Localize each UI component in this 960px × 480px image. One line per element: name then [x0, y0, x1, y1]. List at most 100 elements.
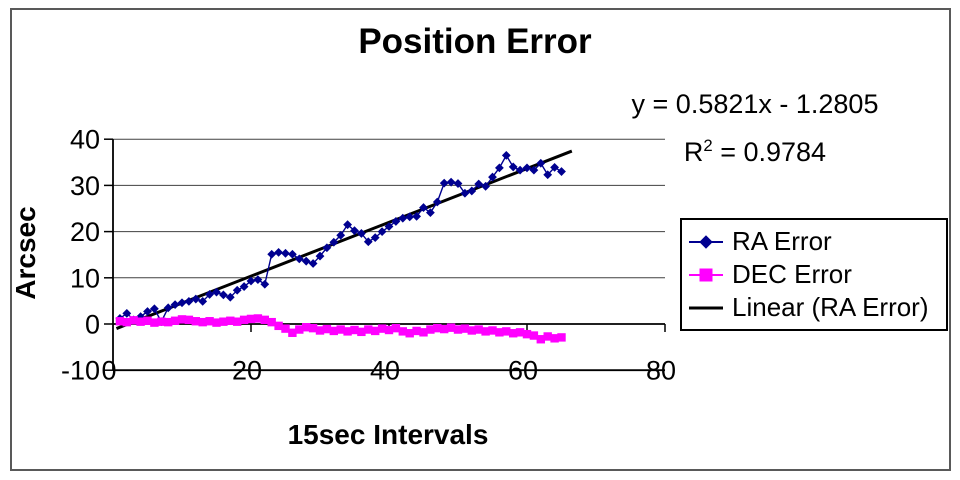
dec-error-point — [557, 333, 566, 342]
ra-error-point — [350, 226, 359, 236]
ra-error-point — [232, 285, 242, 295]
ra-error-point — [336, 230, 346, 240]
x-axis-title: 15sec Intervals — [287, 419, 489, 450]
ra-error-point — [481, 181, 490, 191]
x-tick-label: 80 — [646, 356, 676, 386]
dec-error-point — [281, 324, 290, 333]
dec-error-point — [440, 324, 449, 334]
ra-error-point — [543, 170, 553, 180]
ra-error-point — [294, 254, 304, 264]
ra-error-point — [432, 197, 442, 207]
dec-error-point — [115, 317, 125, 326]
dec-error-point — [419, 328, 428, 337]
ra-error-point — [384, 222, 394, 231]
legend-label: DEC Error — [732, 259, 852, 289]
ra-error-point — [191, 294, 201, 304]
linear-legend-marker-icon — [689, 306, 723, 309]
ra-error-point — [219, 290, 228, 300]
ra-error-point — [184, 296, 194, 306]
ra-error-point — [212, 287, 221, 297]
dec-error-point — [481, 327, 490, 336]
dec-error-point — [433, 323, 442, 333]
ra-error-point — [301, 256, 311, 266]
dec-error-point — [329, 326, 338, 336]
y-tick-label: 30 — [70, 171, 100, 201]
chart-title: Position Error — [358, 22, 592, 61]
ra-error-point — [150, 304, 159, 314]
dec-error-point — [295, 325, 304, 334]
dec-error-point — [308, 323, 318, 333]
dec-error-point — [364, 325, 373, 334]
ra-error-point — [281, 248, 290, 258]
dec-error-point — [184, 315, 194, 325]
ra-error-point — [557, 167, 566, 176]
ra-error-point — [446, 177, 456, 187]
dec-error-point — [529, 331, 539, 340]
dec-error-point — [488, 326, 497, 335]
ra-error-legend-marker-icon — [689, 234, 723, 249]
ra-error-point — [163, 303, 173, 313]
x-tick-label: 60 — [508, 356, 538, 386]
ra-error-point — [488, 172, 497, 182]
ra-error-point — [260, 279, 270, 289]
ra-error-point — [529, 165, 539, 175]
x-tick-label: 20 — [232, 356, 262, 386]
ra-error-point — [405, 212, 415, 222]
ra-error-point — [308, 259, 318, 268]
dec-error-point — [233, 317, 242, 326]
ra-error-point — [453, 179, 463, 188]
dec-error-point — [150, 318, 159, 327]
dec-error-point — [191, 317, 200, 326]
ra-error-point — [143, 307, 152, 316]
ra-error-point — [550, 162, 559, 172]
ra-error-point — [363, 237, 373, 247]
dec-error-point — [143, 316, 152, 325]
ra-error-point — [315, 251, 325, 261]
dec-error-point — [467, 326, 476, 335]
dec-error-point — [164, 317, 173, 327]
ra-error-point — [426, 208, 435, 218]
dec-error-point — [288, 328, 297, 337]
dec-error-point — [371, 326, 380, 336]
dec-error-point — [343, 327, 352, 336]
dec-error-point — [274, 321, 283, 331]
dec-error-point — [239, 315, 249, 325]
dec-error-point — [122, 317, 131, 327]
dec-error-point — [446, 323, 456, 332]
dec-error-point — [322, 324, 332, 334]
dec-error-point — [453, 325, 463, 334]
y-axis-title: Arcsec — [10, 206, 41, 300]
legend-item-linear: Linear (RA Error) — [688, 291, 946, 324]
y-tick-label: 10 — [70, 263, 100, 293]
ra-error-point — [357, 229, 366, 238]
dec-error-point — [502, 327, 511, 336]
ra-error-point — [460, 188, 470, 198]
dec-error-point — [198, 317, 207, 327]
dec-error-point — [377, 324, 387, 333]
dec-error-point — [398, 327, 407, 336]
dec-error-point — [302, 323, 311, 332]
ra-error-point — [467, 186, 477, 196]
ra-error-point — [419, 203, 428, 212]
ra-error-point — [288, 249, 297, 259]
dec-error-point — [522, 329, 532, 339]
dec-error-point — [357, 327, 366, 337]
dec-error-point — [219, 317, 228, 326]
dec-error-point — [426, 325, 435, 334]
dec-error-point — [157, 317, 166, 326]
dec-error-point — [205, 317, 214, 326]
ra-error-point — [274, 247, 283, 257]
ra-error-point — [246, 276, 256, 286]
dec-error-point — [136, 317, 145, 326]
ra-error-point — [267, 249, 277, 259]
y-tick-label: -10 — [61, 356, 100, 386]
dec-error-point — [260, 315, 269, 325]
legend: RA Error DEC Error Linear (RA Error) — [680, 218, 948, 331]
dec-error-point — [495, 328, 504, 337]
dec-error-point — [170, 316, 180, 325]
ra-error-point — [225, 292, 235, 302]
ra-error-point — [343, 220, 352, 230]
trendline-equation: y = 0.5821x - 1.2805 — [631, 89, 879, 119]
